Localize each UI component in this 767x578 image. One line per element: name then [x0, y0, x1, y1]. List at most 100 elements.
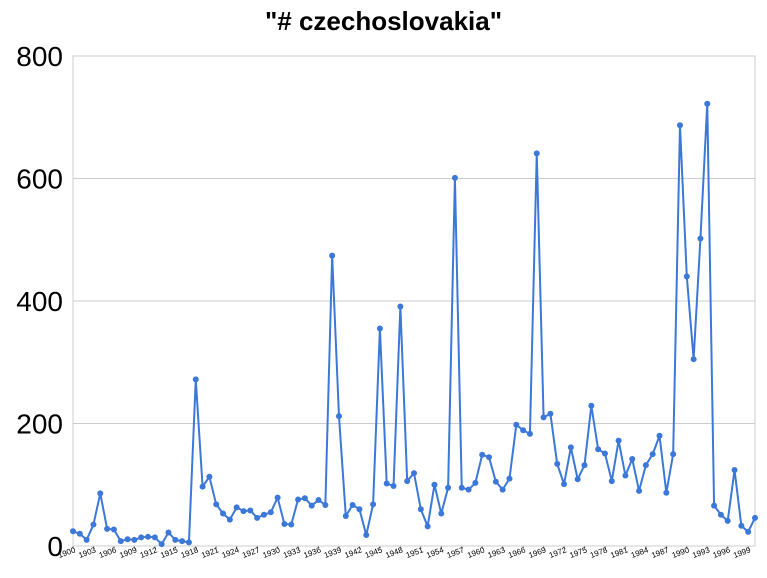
- data-point: [397, 303, 404, 310]
- data-point: [404, 478, 411, 485]
- data-point: [636, 487, 643, 494]
- x-tick-label: 1984: [630, 545, 650, 560]
- data-point: [601, 450, 608, 457]
- data-point: [745, 528, 752, 535]
- data-point: [752, 514, 758, 521]
- data-point: [724, 517, 731, 524]
- data-point: [697, 235, 704, 242]
- data-point: [472, 479, 479, 486]
- data-point: [717, 511, 724, 518]
- x-tick-label: 1930: [261, 545, 281, 560]
- data-point: [172, 536, 179, 543]
- data-point: [110, 526, 117, 533]
- data-point: [738, 522, 745, 529]
- x-tick-label: 1915: [159, 545, 179, 560]
- data-point: [83, 536, 90, 543]
- data-point: [363, 531, 370, 538]
- data-point: [138, 534, 145, 541]
- x-tick-label: 1999: [732, 545, 752, 560]
- data-point: [131, 536, 138, 543]
- data-point: [226, 516, 233, 523]
- y-tick-label: 400: [16, 286, 63, 317]
- data-point: [588, 402, 595, 409]
- y-axis: 0 200 400 600 800: [16, 41, 63, 562]
- data-point: [158, 541, 165, 548]
- data-point: [254, 514, 261, 521]
- data-point: [567, 444, 574, 451]
- data-point: [349, 501, 356, 508]
- data-point: [676, 122, 683, 129]
- data-point: [431, 481, 438, 488]
- data-point: [124, 536, 131, 543]
- data-point: [547, 410, 554, 417]
- x-tick-label: 1966: [507, 545, 527, 560]
- data-point: [615, 437, 622, 444]
- data-point: [199, 483, 206, 490]
- x-tick-label: 1957: [446, 545, 466, 560]
- data-point: [145, 533, 152, 540]
- data-point: [711, 502, 718, 509]
- x-tick-label: 1990: [671, 545, 691, 560]
- data-point: [322, 501, 329, 508]
- data-point: [417, 506, 424, 513]
- y-tick-label: 200: [16, 409, 63, 440]
- data-point: [499, 486, 506, 493]
- data-point: [445, 484, 452, 491]
- data-point: [247, 507, 254, 514]
- data-point: [656, 432, 663, 439]
- data-point: [513, 421, 520, 428]
- data-point: [97, 490, 104, 497]
- data-point: [329, 252, 336, 259]
- data-point: [90, 521, 97, 528]
- data-point: [451, 174, 458, 181]
- x-tick-label: 1945: [364, 545, 384, 560]
- data-point: [267, 509, 274, 516]
- x-tick-label: 1921: [200, 545, 220, 560]
- data-point: [574, 476, 581, 483]
- data-point: [642, 462, 649, 469]
- data-point: [533, 150, 540, 157]
- data-point: [301, 495, 308, 502]
- data-point: [670, 451, 677, 458]
- data-point: [561, 481, 568, 488]
- data-point: [213, 501, 220, 508]
- data-point: [192, 376, 199, 383]
- data-point: [308, 502, 315, 509]
- data-point: [690, 356, 697, 363]
- series-line: [72, 102, 756, 546]
- chart-title: "# czechoslovakia": [264, 6, 503, 36]
- data-point: [554, 460, 561, 467]
- x-tick-label: 1936: [302, 545, 322, 560]
- x-tick-label: 1942: [343, 545, 363, 560]
- data-point: [151, 534, 158, 541]
- x-tick-label: 1975: [568, 545, 588, 560]
- data-point: [479, 451, 486, 458]
- x-tick-label: 1951: [405, 545, 425, 560]
- x-axis: 1900 1903 1906 1909 1912 1915 1918 1921 1924 1927…: [57, 545, 752, 560]
- data-point: [356, 506, 363, 513]
- x-tick-label: 1972: [548, 545, 568, 560]
- data-point: [117, 538, 124, 545]
- x-tick-label: 1918: [180, 545, 200, 560]
- data-point: [233, 504, 240, 511]
- y-tick-label: 800: [16, 41, 63, 72]
- series-layer: [70, 100, 758, 548]
- data-point: [520, 427, 527, 434]
- x-tick-label: 1906: [98, 545, 118, 560]
- data-point: [540, 414, 547, 421]
- data-point: [70, 528, 76, 535]
- data-point: [411, 470, 417, 477]
- x-tick-label: 1939: [323, 545, 343, 560]
- data-point: [104, 525, 111, 532]
- data-point: [465, 486, 472, 493]
- data-point: [206, 473, 213, 480]
- data-point: [649, 451, 656, 458]
- x-tick-label: 1912: [139, 545, 159, 560]
- data-point: [240, 508, 247, 515]
- data-point: [260, 511, 267, 518]
- x-tick-label: 1924: [221, 545, 241, 560]
- x-tick-label: 1996: [712, 545, 732, 560]
- data-point: [370, 501, 377, 508]
- data-point: [526, 430, 533, 437]
